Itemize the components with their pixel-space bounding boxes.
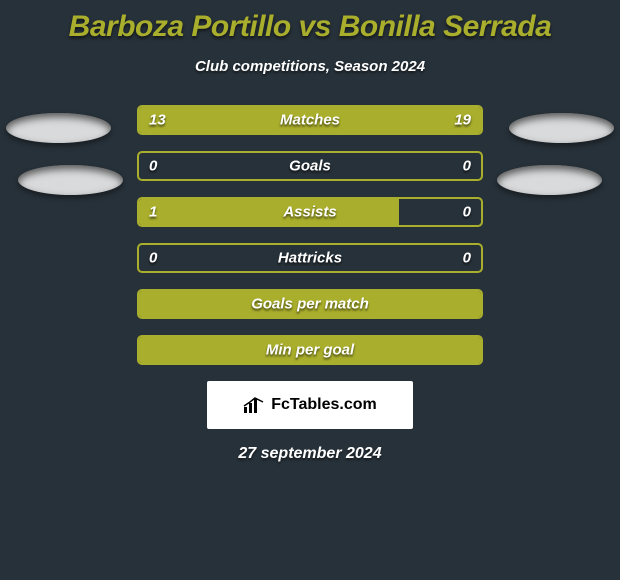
player-badge-right: [509, 113, 614, 143]
stat-bars: 1319Matches 00Goals 10Assists 00Hattricks Go…: [137, 105, 483, 365]
stat-row: Min per goal: [137, 335, 483, 365]
logo-text: FcTables.com: [271, 396, 377, 414]
stat-label: Goals: [139, 158, 481, 175]
player-badge-left: [6, 113, 111, 143]
stat-label: Goals per match: [139, 296, 481, 313]
stat-row: Goals per match: [137, 289, 483, 319]
fctables-logo: FcTables.com: [207, 381, 413, 429]
stat-row: 10Assists: [137, 197, 483, 227]
player-badge-right: [497, 165, 602, 195]
stat-row: 00Hattricks: [137, 243, 483, 273]
stat-row: 00Goals: [137, 151, 483, 181]
comparison-arena: 1319Matches 00Goals 10Assists 00Hattricks Go…: [0, 105, 620, 463]
player-badge-left: [18, 165, 123, 195]
stat-label: Matches: [139, 112, 481, 129]
stat-label: Min per goal: [139, 342, 481, 359]
page-subtitle: Club competitions, Season 2024: [0, 58, 620, 75]
stat-label: Assists: [139, 204, 481, 221]
page-title: Barboza Portillo vs Bonilla Serrada: [0, 0, 620, 44]
snapshot-date: 27 september 2024: [8, 445, 612, 463]
chart-icon: [243, 396, 265, 414]
stat-row: 1319Matches: [137, 105, 483, 135]
stat-label: Hattricks: [139, 250, 481, 267]
